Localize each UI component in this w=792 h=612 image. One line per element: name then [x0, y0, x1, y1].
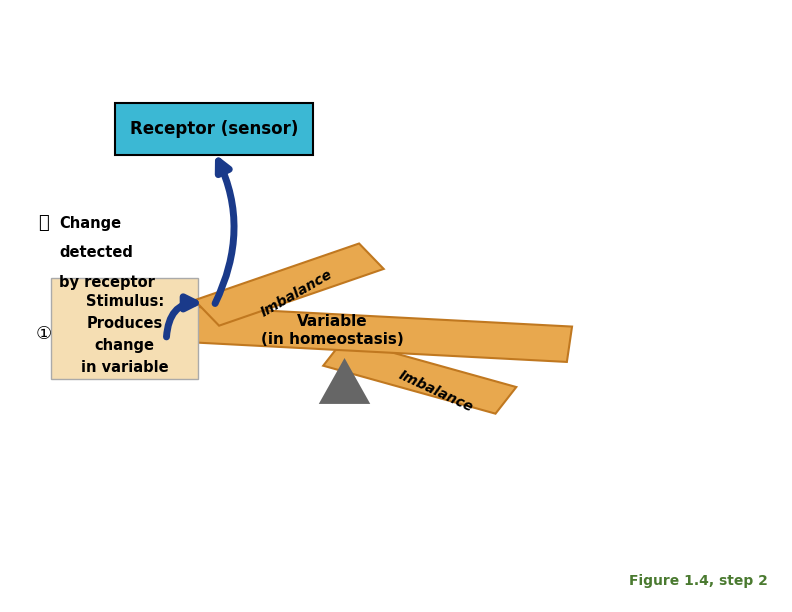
- Text: Change: Change: [59, 216, 121, 231]
- Text: Imbalance: Imbalance: [396, 368, 475, 415]
- Polygon shape: [323, 339, 516, 414]
- Text: Ⓒ: Ⓒ: [38, 214, 49, 233]
- Polygon shape: [318, 358, 371, 404]
- Text: Variable
(in homeostasis): Variable (in homeostasis): [261, 315, 404, 346]
- Text: Figure 1.4, step 2: Figure 1.4, step 2: [630, 573, 768, 588]
- Text: change: change: [95, 338, 154, 353]
- Polygon shape: [157, 305, 572, 362]
- Text: detected: detected: [59, 245, 133, 260]
- FancyBboxPatch shape: [51, 278, 198, 379]
- Text: Produces: Produces: [86, 316, 163, 331]
- Text: Stimulus:: Stimulus:: [86, 294, 164, 309]
- Text: Imbalance: Imbalance: [259, 267, 335, 320]
- Text: Receptor (sensor): Receptor (sensor): [130, 119, 298, 138]
- Text: by receptor: by receptor: [59, 275, 155, 289]
- Polygon shape: [195, 244, 383, 326]
- Text: ①: ①: [36, 324, 51, 343]
- Text: in variable: in variable: [81, 360, 169, 375]
- FancyBboxPatch shape: [115, 103, 313, 155]
